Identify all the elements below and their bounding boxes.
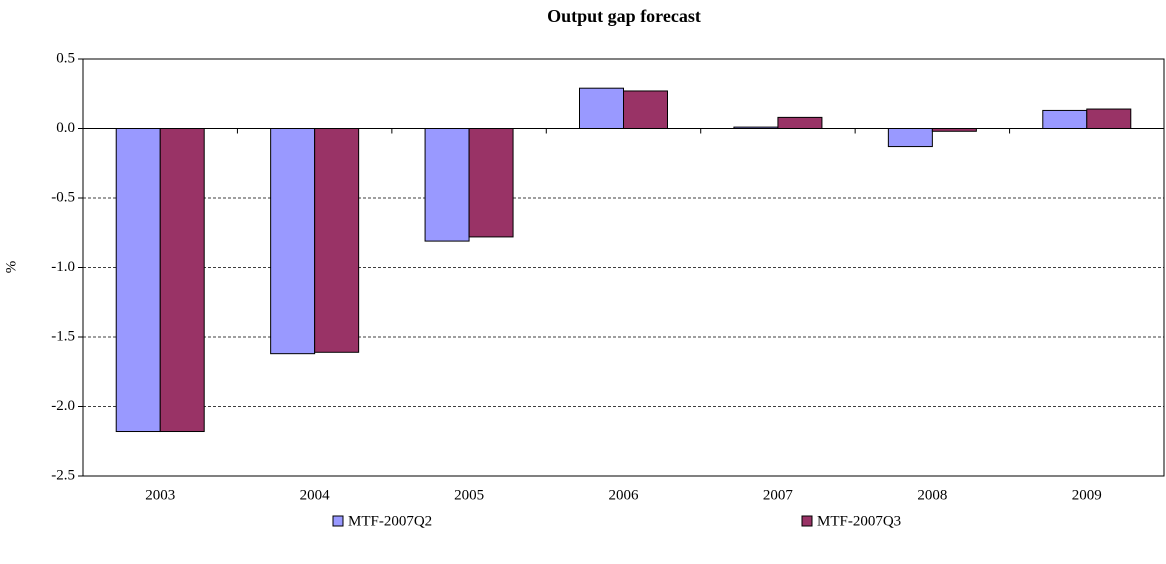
y-tick-label: -2.5 [51,467,75,483]
bar [1086,108,1132,129]
y-tick-label: 0.5 [56,50,75,66]
y-tick-label: -0.5 [51,189,75,205]
x-tick-label: 2003 [145,487,175,503]
bar [115,128,161,433]
legend-swatch [332,515,344,527]
x-tick-label: 2005 [454,487,484,503]
x-tick-label: 2008 [917,487,947,503]
y-tick-label: -1.5 [51,328,75,344]
x-tick-label: 2006 [609,487,640,503]
bar [579,87,624,130]
bar [314,128,360,353]
x-tick-label: 2009 [1072,487,1102,503]
bar [270,128,316,355]
plot-frame [82,58,1165,477]
bar [468,128,514,238]
x-tick-label: 2007 [763,487,794,503]
legend-label: MTF-2007Q3 [817,513,901,529]
y-tick-label: 0.0 [56,120,75,136]
x-tick-label: 2004 [300,487,331,503]
bar [1042,109,1088,129]
y-tick-label: -1.0 [51,259,75,275]
bar [887,128,933,148]
legend-swatch [801,515,813,527]
bar [159,128,205,433]
bar [777,116,823,129]
legend-label: MTF-2007Q2 [348,513,432,529]
bar [424,128,470,242]
chart-title: Output gap forecast [547,6,701,26]
y-axis-label: % [3,261,19,274]
bar [623,90,668,129]
y-tick-label: -2.0 [51,398,75,414]
